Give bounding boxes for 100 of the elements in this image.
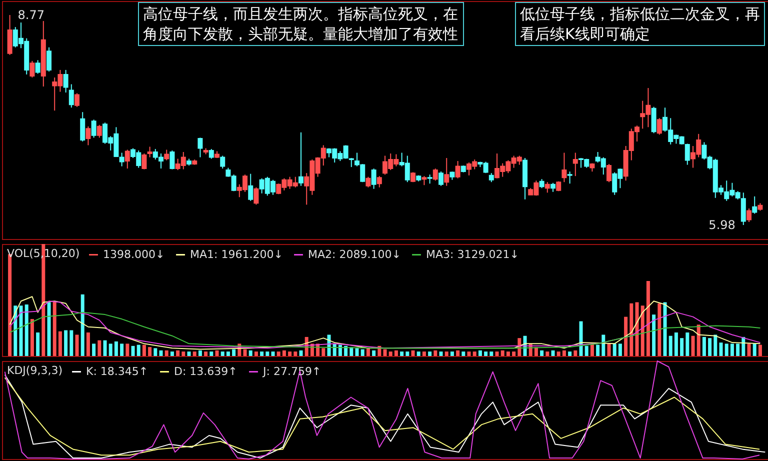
bar: [52, 301, 56, 356]
bar: [114, 341, 118, 356]
bar: [624, 316, 628, 356]
candlestick: [68, 84, 74, 108]
bar: [136, 344, 140, 356]
bar: [394, 350, 398, 356]
annotation: 5.98: [708, 218, 736, 232]
bar: [696, 324, 700, 356]
bar: [478, 350, 482, 356]
bar: [467, 352, 471, 356]
bar: [472, 352, 476, 356]
bar: [271, 352, 275, 356]
bar: [724, 344, 728, 356]
legend-label: MA1: 1961.200↓: [190, 248, 283, 261]
bar: [540, 350, 544, 356]
bar: [198, 350, 202, 356]
bar: [500, 350, 504, 356]
bar: [719, 342, 723, 356]
candlestick: [96, 124, 102, 138]
bar: [450, 352, 454, 356]
bar: [512, 352, 516, 356]
bar: [462, 352, 466, 356]
bar: [36, 332, 40, 356]
candlestick: [74, 92, 80, 108]
bar: [400, 352, 404, 356]
candlestick: [684, 143, 690, 166]
bar: [131, 346, 135, 356]
candlestick: [35, 60, 40, 74]
candlestick: [170, 150, 175, 170]
bar: [602, 334, 606, 356]
candlestick: [567, 171, 572, 184]
bar: [658, 303, 662, 356]
bar: [276, 352, 280, 356]
bar: [640, 306, 644, 356]
candlestick: [422, 176, 427, 186]
candlestick: [427, 174, 432, 184]
bar: [411, 350, 415, 356]
legend-label: MA2: 2089.100↓: [308, 248, 401, 261]
bar: [210, 352, 214, 356]
candlestick: [432, 168, 438, 182]
bar: [248, 350, 252, 356]
bar: [668, 336, 672, 356]
bar: [170, 352, 174, 356]
candlestick: [46, 46, 52, 72]
bar: [19, 306, 23, 356]
bar: [663, 302, 667, 356]
bar: [243, 349, 247, 356]
bar: [215, 350, 219, 356]
bar: [294, 352, 298, 356]
annotation: 低位母子线，指标低位二次金叉，再看后续K线即可确定: [515, 2, 765, 46]
bar: [680, 338, 684, 356]
candlestick: [248, 173, 254, 202]
bar: [24, 304, 28, 356]
bar: [126, 344, 130, 356]
bar: [92, 344, 96, 356]
bar: [686, 332, 690, 356]
bar: [75, 334, 79, 356]
bar: [758, 344, 762, 356]
bar: [635, 302, 639, 356]
bar: [596, 344, 600, 356]
candlestick: [488, 172, 494, 183]
candlestick: [80, 112, 86, 142]
bar: [176, 350, 180, 356]
legend-label: J: 27.759↑: [262, 364, 322, 378]
bar: [260, 352, 264, 356]
bar: [730, 344, 734, 356]
bar: [282, 350, 286, 356]
candlestick: [142, 152, 147, 170]
candlestick: [7, 14, 12, 56]
candlestick: [254, 186, 259, 206]
bar: [47, 302, 51, 356]
bar: [422, 352, 426, 356]
annotation: 8.77: [18, 8, 45, 22]
bar: [618, 344, 622, 356]
candlestick: [30, 60, 35, 78]
chart-title: KDJ(9,3,3): [7, 364, 62, 377]
bar: [444, 352, 448, 356]
bar: [142, 344, 146, 356]
candlestick: [550, 182, 556, 192]
candlestick: [220, 155, 226, 170]
bar: [366, 348, 370, 356]
bar: [702, 336, 706, 356]
candlestick: [147, 146, 152, 158]
candlestick: [366, 176, 371, 188]
bar: [490, 352, 494, 356]
candlestick: [198, 137, 203, 158]
bar: [584, 346, 588, 356]
candlestick: [539, 178, 544, 189]
bar: [383, 349, 387, 356]
candlestick: [376, 176, 382, 188]
bar: [148, 347, 152, 356]
bar: [691, 336, 695, 356]
bar: [108, 344, 112, 356]
bar: [506, 352, 510, 356]
bar: [187, 352, 191, 356]
candlestick: [752, 196, 758, 214]
bar: [299, 350, 303, 356]
candlestick: [656, 118, 662, 136]
bar: [579, 321, 583, 356]
candlestick: [86, 126, 91, 146]
